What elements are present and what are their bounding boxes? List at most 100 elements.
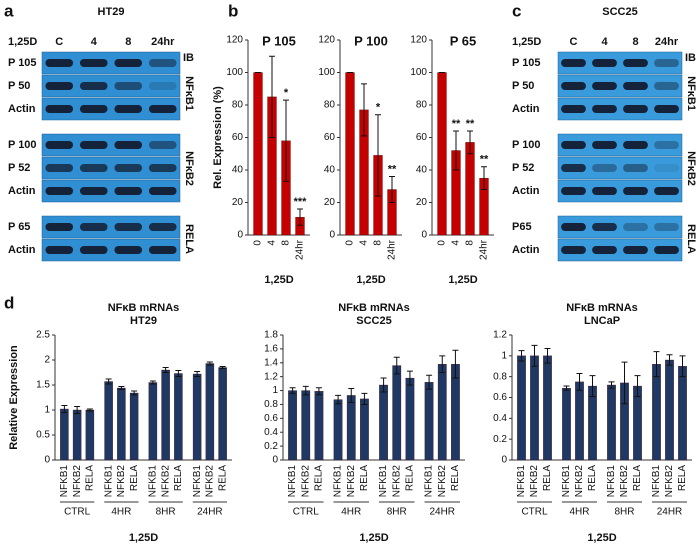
error-bar: [361, 83, 367, 137]
x-tick-label: RELA: [314, 465, 325, 491]
error-bar: [289, 387, 296, 394]
group-label: 24HR: [197, 507, 223, 518]
x-tick-label: NFKB1: [606, 465, 617, 498]
blot-band: [592, 141, 617, 149]
error-bar: [375, 114, 381, 197]
x-label: 1,25D: [129, 532, 158, 544]
blot-band: [561, 187, 586, 195]
bar: [253, 72, 263, 236]
y-tick-label: 1.6: [264, 344, 278, 355]
y-tick-label: 60: [324, 132, 336, 143]
x-tick-label: NFKB1: [103, 465, 114, 498]
x-tick-label: NFKB2: [72, 465, 83, 498]
bar: [346, 395, 356, 461]
significance: **: [388, 163, 397, 175]
error-bar: [283, 99, 289, 182]
chart-title: P 105: [262, 33, 296, 48]
blot-band: [592, 105, 617, 113]
bar: [588, 385, 597, 461]
x-tick-label: NFKB2: [160, 465, 171, 498]
row-label: P 65: [8, 221, 30, 233]
blot-title: SCC25: [602, 6, 637, 18]
y-tick-label: 120: [410, 35, 427, 46]
blot-strip: [41, 133, 181, 157]
x-tick-label: NFKB2: [300, 465, 311, 498]
group-label: NFκB2: [183, 151, 195, 186]
error-bar: [481, 166, 487, 190]
lane-label: 4: [91, 36, 98, 48]
x-tick-label: NFKB1: [424, 465, 435, 498]
x-tick-label: 24hr: [295, 239, 306, 260]
blot-band: [623, 223, 648, 231]
bar: [530, 355, 539, 461]
y-tick-label: 80: [232, 100, 244, 111]
x-tick-label: 0: [437, 240, 448, 246]
group-label: NFκB1: [685, 76, 697, 111]
bar: [333, 399, 343, 461]
chart-title: P 100: [354, 33, 388, 48]
y-tick-label: 80: [324, 100, 336, 111]
bar: [218, 367, 227, 461]
group-label: CTRL: [293, 507, 320, 518]
row-label: P 100: [512, 139, 541, 151]
blot-band: [79, 82, 108, 90]
blot-band: [654, 187, 679, 195]
error-bar: [335, 394, 342, 405]
y-tick-label: 0.4: [264, 427, 278, 438]
panel-label: b: [228, 1, 238, 20]
blot-band: [654, 141, 679, 149]
x-label: 1,25D: [356, 274, 385, 286]
y-tick-label: 80: [416, 100, 428, 111]
chart-subtitle: SCC25: [356, 315, 391, 327]
x-tick-label: NFKB1: [561, 465, 572, 498]
x-tick-label: NFKB2: [116, 465, 127, 498]
blot-band: [148, 246, 177, 254]
blot-band: [45, 82, 74, 90]
blot-band: [623, 141, 648, 149]
y-tick-label: 0.6: [493, 392, 507, 403]
row-label: Actin: [512, 103, 540, 115]
row-label: P 50: [512, 80, 534, 92]
y-tick-label: 0.2: [493, 434, 507, 445]
treatment-label: 1,25D: [512, 36, 541, 48]
blot-strip: [557, 97, 683, 121]
row-label: P 100: [8, 139, 37, 151]
blot-band: [79, 246, 108, 254]
group-label: RELA: [183, 224, 195, 254]
bar: [678, 366, 687, 461]
error-bar: [576, 373, 583, 391]
bar: [60, 408, 69, 461]
group-label: NFκB1: [183, 76, 195, 111]
error-bar: [348, 387, 355, 403]
ib-label: IB: [183, 52, 194, 64]
blot-strip: [41, 238, 181, 262]
blot-band: [592, 187, 617, 195]
error-bar: [162, 367, 169, 373]
blot-band: [654, 246, 679, 254]
bar: [174, 373, 183, 461]
error-bar: [666, 354, 673, 366]
blot-band: [79, 141, 108, 149]
x-tick-label: NFKB2: [619, 465, 630, 498]
blot-band: [148, 59, 177, 67]
y-tick-label: 40: [232, 165, 244, 176]
error-bar: [679, 355, 686, 378]
blot-strip: [557, 51, 683, 75]
y-tick-label: 1.8: [264, 330, 278, 341]
blot-strip: [41, 156, 181, 180]
error-bar: [175, 370, 182, 377]
blot-strip: [557, 238, 683, 262]
bar: [562, 387, 571, 461]
blot-band: [79, 187, 108, 195]
y-tick-label: 120: [318, 35, 335, 46]
bar: [437, 364, 447, 461]
bar: [543, 355, 552, 461]
x-tick-label: RELA: [173, 465, 184, 491]
x-tick-label: RELA: [587, 465, 598, 491]
blot-strip: [557, 74, 683, 98]
blot-band: [654, 223, 679, 231]
blot-band: [623, 105, 648, 113]
group-label: 8HR: [156, 507, 176, 518]
group-label: CTRL: [521, 507, 548, 518]
